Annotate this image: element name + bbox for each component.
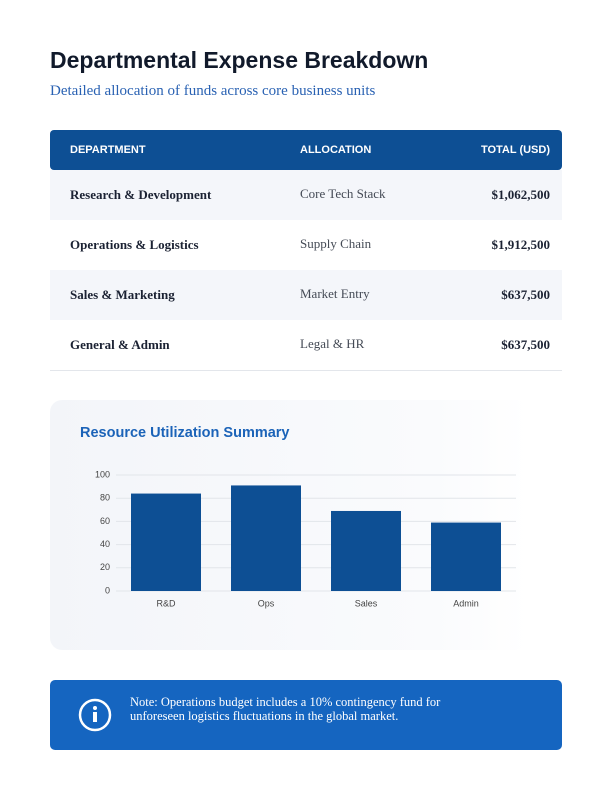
x-tick-label: R&D (156, 598, 176, 608)
table-cell: $637,500 (501, 287, 550, 302)
table-cell: $1,062,500 (491, 187, 551, 202)
table-row: Operations & Logistics Supply Chain $1,912… (50, 220, 562, 270)
bar (331, 510, 401, 591)
table-cell: Research & Development (70, 187, 212, 202)
table-cell: General & Admin (70, 337, 170, 352)
x-tick-label: Admin (453, 598, 479, 608)
column-header: ALLOCATION (300, 144, 372, 156)
info-icon (78, 698, 112, 732)
page-title: Departmental Expense Breakdown (50, 47, 429, 73)
page-subtitle: Detailed allocation of funds across core… (50, 83, 376, 99)
y-tick-label: 100 (95, 469, 110, 479)
x-tick-label: Ops (258, 598, 275, 608)
table-header: DEPARTMENT ALLOCATION TOTAL (USD) (50, 130, 562, 170)
table-cell: Operations & Logistics (70, 237, 199, 252)
y-tick-label: 0 (105, 585, 110, 595)
table-row: General & Admin Legal & HR $637,500 (50, 320, 562, 371)
chart-title: Resource Utilization Summary (80, 425, 290, 441)
y-tick-label: 40 (100, 539, 110, 549)
bar (131, 493, 201, 591)
table-cell: Core Tech Stack (300, 186, 386, 201)
bar (231, 485, 301, 591)
y-tick-label: 60 (100, 516, 110, 526)
y-tick-label: 20 (100, 562, 110, 572)
column-header: DEPARTMENT (70, 144, 146, 156)
bar (431, 522, 501, 591)
table-row: Sales & Marketing Market Entry $637,500 (50, 270, 562, 320)
table-cell: Market Entry (300, 286, 370, 301)
table-row: Research & Development Core Tech Stack $1,… (50, 170, 562, 220)
table-cell: Supply Chain (300, 236, 372, 251)
y-tick-label: 80 (100, 493, 110, 503)
note-box (50, 680, 562, 750)
x-tick-label: Sales (355, 598, 378, 608)
table-cell: $637,500 (501, 337, 550, 352)
note-text: Note: Operations budget includes a 10% c… (130, 695, 441, 723)
table-cell: Legal & HR (300, 336, 365, 351)
table-cell: Sales & Marketing (70, 287, 175, 302)
table-cell: $1,912,500 (491, 237, 551, 252)
column-header: TOTAL (USD) (480, 144, 550, 156)
chart: Resource Utilization Summary 0 20 40 60 80 10… (80, 425, 516, 608)
